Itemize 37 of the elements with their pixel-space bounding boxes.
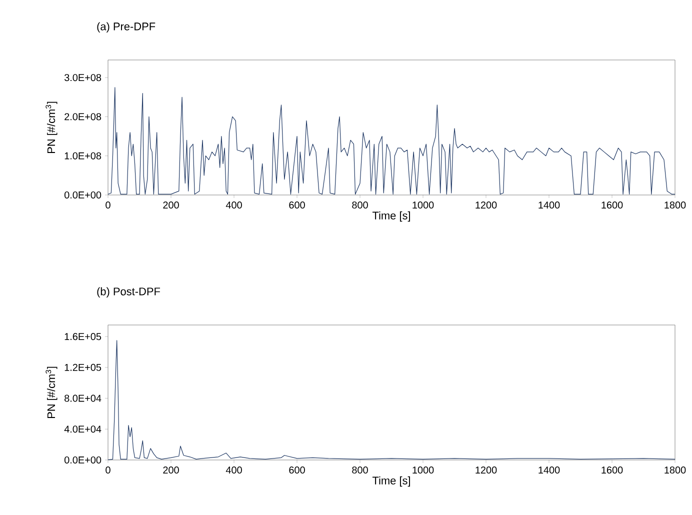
x-tick-label: 1200 — [476, 466, 497, 474]
x-tick-label: 200 — [163, 202, 179, 209]
chart-title: (a) Pre-DPF — [97, 22, 156, 32]
y-tick-label: 1.0E+08 — [64, 152, 102, 160]
x-tick-label: 0 — [106, 466, 110, 474]
chart-title: (b) Post-DPF — [97, 287, 160, 298]
x-tick-label: 1800 — [664, 202, 686, 209]
x-tick-label: 1200 — [476, 202, 497, 209]
x-tick-label: 0 — [106, 202, 110, 209]
y-tick-label: 1.2E+05 — [64, 364, 102, 371]
x-tick-label: 200 — [163, 466, 179, 474]
y-tick-label: 3.0E+08 — [64, 74, 102, 82]
y-tick-label: 0.0E+00 — [64, 456, 102, 464]
x-tick-label: 600 — [289, 466, 305, 474]
line-series — [108, 87, 676, 194]
x-axis-title: Time [s] — [372, 476, 410, 487]
y-tick-label: 2.0E+08 — [64, 113, 102, 120]
x-tick-label: 1800 — [664, 466, 686, 474]
x-tick-label: 1400 — [538, 202, 560, 209]
y-axis-title: PN [#/cm$^{3}$] — [46, 366, 58, 418]
y-tick-label: 0.0E+00 — [64, 191, 102, 199]
x-tick-label: 400 — [226, 466, 242, 474]
x-tick-label: 1600 — [602, 466, 623, 474]
y-tick-label: 4.0E+04 — [64, 426, 102, 433]
y-tick-label: 8.0E+04 — [64, 394, 102, 402]
x-tick-label: 400 — [226, 202, 242, 209]
x-tick-label: 1400 — [538, 466, 560, 474]
line-series — [108, 340, 676, 460]
x-tick-label: 1000 — [412, 466, 434, 474]
x-axis-title: Time [s] — [372, 211, 410, 222]
y-tick-label: 1.6E+05 — [64, 333, 102, 340]
x-tick-label: 800 — [352, 202, 368, 209]
y-axis-title: PN [#/cm$^{3}$] — [46, 102, 58, 154]
x-tick-label: 1000 — [412, 202, 434, 209]
x-tick-label: 800 — [352, 466, 368, 474]
x-tick-label: 1600 — [602, 202, 623, 209]
x-tick-label: 600 — [289, 202, 305, 209]
